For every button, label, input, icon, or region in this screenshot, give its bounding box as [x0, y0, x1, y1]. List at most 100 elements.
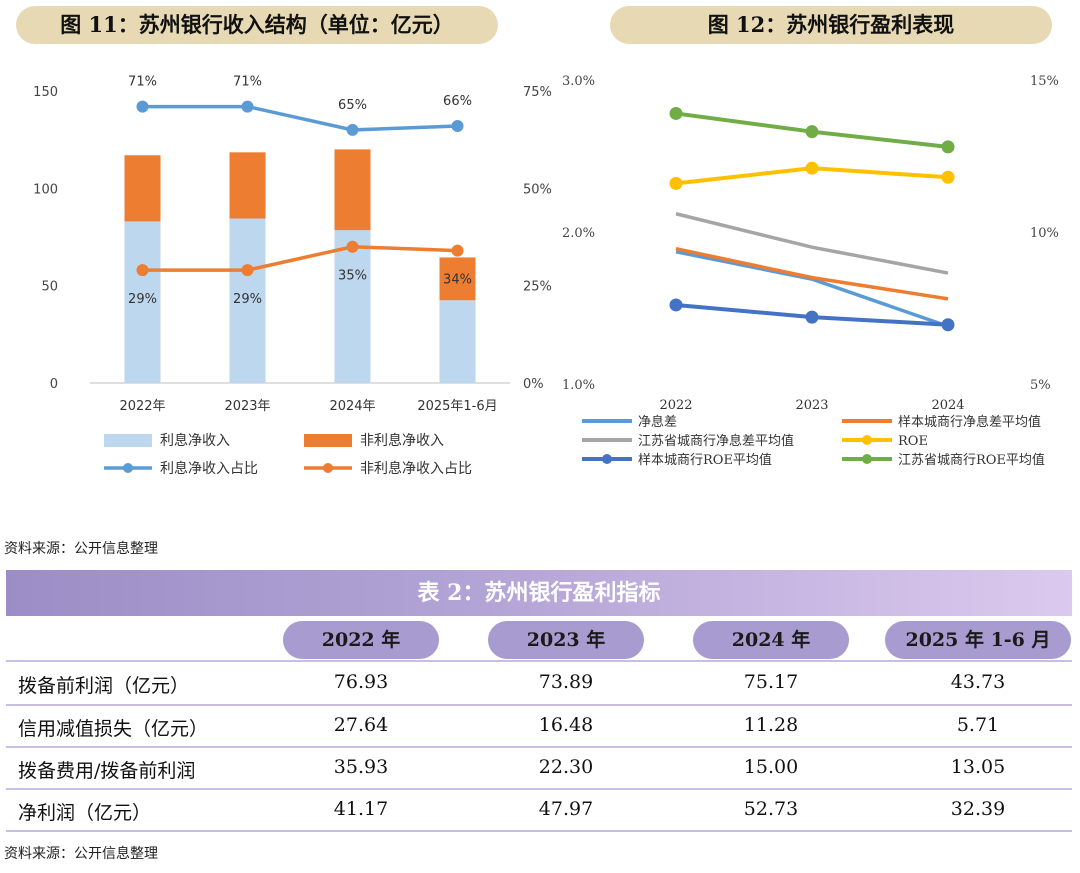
legend-label: ROE — [898, 434, 928, 449]
table-cell: 43.73 — [950, 671, 1006, 693]
data-point — [941, 140, 955, 154]
data-label: 66% — [443, 94, 472, 109]
bar-segment — [124, 221, 161, 383]
data-point — [346, 240, 359, 253]
table-cell: 32.39 — [950, 798, 1006, 820]
legend-marker — [862, 435, 872, 445]
y-axis-tick-label: 2.0% — [562, 226, 595, 241]
table-row-label: 拨备费用/拨备前利润 — [18, 760, 196, 782]
x-axis-tick-label: 2025年1-6月 — [417, 399, 497, 414]
table-header-2025h1: 2025 年 1-6 月 — [885, 621, 1071, 659]
data-point — [941, 318, 955, 332]
income-structure-chart: 0 50 100 150 0% 25% 50% 75% 2022年 2023年 2024年 2025年… — [33, 75, 552, 477]
table-cell: 73.89 — [538, 671, 594, 693]
table-cell: 22.30 — [538, 756, 594, 778]
data-label: 65% — [338, 98, 367, 113]
data-point — [451, 120, 464, 133]
data-label: 29% — [128, 292, 157, 307]
table-cell: 52.73 — [743, 798, 799, 820]
x-axis-tick-label: 2024 — [931, 398, 964, 413]
table-cell: 76.93 — [333, 671, 389, 693]
legend-marker — [123, 463, 133, 473]
legend-label: 样本城商行净息差平均值 — [898, 414, 1041, 430]
y-axis-tick-label: 1.0% — [562, 378, 595, 393]
y-axis-tick-label: 0 — [50, 377, 58, 392]
table-divider — [6, 746, 1072, 748]
y2-axis-tick-label: 15% — [1030, 74, 1059, 89]
table-cell: 15.00 — [743, 756, 799, 778]
legend-label: 江苏省城商行净息差平均值 — [638, 433, 794, 449]
table-cell: 16.48 — [538, 714, 594, 736]
table-header-2022: 2022 年 — [283, 621, 439, 659]
series-line — [675, 247, 949, 301]
table-cell: 11.28 — [743, 714, 799, 736]
legend-label: 非利息净收入占比 — [360, 460, 472, 477]
data-point — [941, 170, 955, 184]
table-cell: 41.17 — [333, 798, 389, 820]
y2-axis-tick-label: 0% — [523, 377, 544, 392]
data-point — [136, 100, 149, 113]
data-point — [805, 161, 819, 175]
table-divider — [6, 788, 1072, 790]
legend-marker — [862, 454, 872, 464]
source-note: 资料来源：公开信息整理 — [4, 541, 158, 557]
series-line — [142, 104, 458, 132]
bar-segment — [439, 300, 476, 383]
x-axis-tick-label: 2024年 — [329, 399, 375, 414]
y-axis-tick-label: 100 — [33, 182, 58, 197]
series-line — [675, 212, 949, 275]
bar-segment — [229, 152, 266, 219]
bar-segment — [334, 230, 371, 383]
data-point — [241, 264, 254, 277]
y-axis-tick-label: 3.0% — [562, 74, 595, 89]
table-row-label: 信用减值损失（亿元） — [18, 718, 209, 740]
data-label: 71% — [128, 75, 157, 90]
data-label: 71% — [233, 75, 262, 90]
table-cell: 75.17 — [743, 671, 799, 693]
source-note: 资料来源：公开信息整理 — [4, 846, 158, 862]
y2-axis-tick-label: 75% — [523, 85, 552, 100]
legend-label: 样本城商行ROE平均值 — [638, 452, 772, 468]
bar-segment — [124, 155, 161, 222]
data-label: 29% — [233, 292, 262, 307]
data-point — [669, 298, 683, 312]
legend-label: 利息净收入占比 — [160, 460, 258, 477]
legend-label: 利息净收入 — [160, 432, 230, 449]
x-axis-tick-label: 2023年 — [224, 399, 270, 414]
data-point — [669, 106, 683, 120]
table-row-label: 净利润（亿元） — [18, 802, 152, 824]
y2-axis-tick-label: 5% — [1030, 378, 1051, 393]
table-cell: 5.71 — [956, 714, 1000, 736]
table-cell: 35.93 — [333, 756, 389, 778]
y2-axis-tick-label: 25% — [523, 280, 552, 295]
y2-axis-tick-label: 50% — [523, 182, 552, 197]
data-point — [669, 176, 683, 190]
data-point — [805, 310, 819, 324]
y-axis-tick-label: 150 — [33, 85, 58, 100]
data-point — [241, 100, 254, 113]
figure-11-title: 图 11：苏州银行收入结构（单位：亿元） — [16, 6, 498, 44]
data-point — [136, 264, 149, 277]
data-point — [451, 244, 464, 257]
table-header-2024: 2024 年 — [693, 621, 849, 659]
table-header-2023: 2023 年 — [488, 621, 644, 659]
x-axis-tick-label: 2022 — [659, 398, 692, 413]
bar-segment — [439, 257, 476, 301]
table-divider — [6, 660, 1072, 662]
table-cell: 27.64 — [333, 714, 389, 736]
legend-swatch — [104, 434, 152, 447]
data-label: 34% — [443, 273, 472, 288]
y-axis-tick-label: 50 — [41, 280, 58, 295]
x-axis-tick-label: 2022年 — [119, 399, 165, 414]
figure-12-title: 图 12：苏州银行盈利表现 — [610, 6, 1052, 44]
legend-label: 净息差 — [638, 414, 677, 430]
legend-marker — [323, 463, 333, 473]
data-point — [346, 123, 359, 136]
legend-marker — [602, 454, 612, 464]
legend-label: 江苏省城商行ROE平均值 — [898, 452, 1045, 468]
x-axis-tick-label: 2023 — [795, 398, 828, 413]
table-divider — [6, 704, 1072, 706]
series-line — [142, 244, 458, 272]
legend-swatch — [304, 434, 352, 447]
